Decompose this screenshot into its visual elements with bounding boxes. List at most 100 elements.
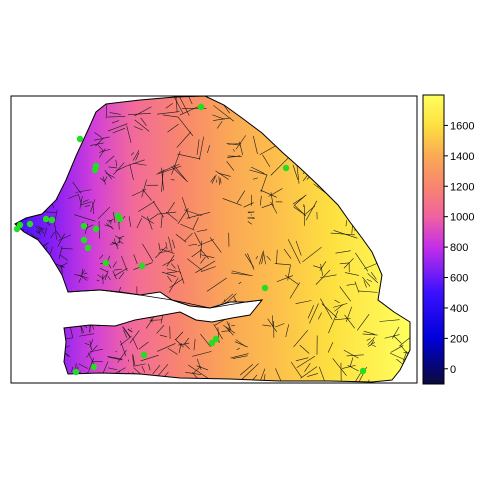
voronoi-edge: [260, 174, 268, 193]
voronoi-edge: [138, 201, 155, 212]
voronoi-edge: [234, 341, 249, 348]
voronoi-edge: [333, 303, 348, 308]
voronoi-edge: [177, 264, 185, 284]
voronoi-edge: [363, 280, 367, 288]
voronoi-edge: [207, 145, 211, 153]
voronoi-edge: [78, 333, 95, 337]
colorbar-tick-label: 1400: [450, 151, 474, 163]
voronoi-edge: [366, 379, 370, 382]
voronoi-edge: [162, 114, 179, 118]
voronoi-edge: [178, 342, 190, 346]
voronoi-edge: [261, 254, 264, 264]
voronoi-edge: [186, 212, 211, 219]
voronoi-edge: [285, 324, 290, 338]
voronoi-edge: [231, 270, 251, 276]
colorbar-tick-label: 1200: [450, 181, 474, 193]
voronoi-edge: [111, 120, 120, 124]
voronoi-edge: [78, 274, 89, 279]
voronoi-edge: [50, 246, 53, 254]
gambia-gap-outline: [67, 289, 263, 309]
voronoi-edge: [136, 217, 143, 229]
voronoi-edge: [293, 194, 307, 206]
voronoi-edge: [104, 176, 108, 181]
voronoi-edge: [35, 230, 40, 234]
voronoi-edge: [121, 255, 128, 272]
voronoi-edge: [218, 176, 220, 185]
voronoi-edge: [142, 188, 152, 201]
voronoi-edge: [300, 366, 318, 379]
voronoi-edge: [309, 303, 319, 324]
voronoi-edge: [313, 265, 322, 269]
voronoi-edge: [330, 232, 356, 236]
voronoi-edge: [192, 351, 212, 357]
voronoi-edge: [268, 188, 283, 197]
voronoi-edge: [59, 254, 69, 261]
voronoi-edge: [155, 247, 167, 259]
voronoi-edge: [275, 368, 285, 382]
voronoi-edge: [165, 103, 173, 109]
voronoi-edge: [108, 166, 118, 169]
voronoi-edge: [193, 365, 202, 374]
voronoi-edge: [108, 218, 114, 223]
voronoi-edge: [134, 119, 150, 132]
voronoi-edge: [345, 220, 348, 227]
colorbar-tick-label: 1000: [450, 212, 474, 224]
voronoi-edge: [252, 135, 258, 155]
voronoi-edge: [199, 248, 209, 260]
voronoi-edge: [236, 190, 246, 204]
voronoi-edge: [305, 200, 318, 221]
voronoi-edge: [110, 220, 112, 225]
voronoi-edge: [172, 239, 176, 249]
voronoi-edge: [152, 201, 164, 218]
voronoi-edge: [334, 304, 344, 312]
voronoi-edge: [184, 232, 193, 242]
voronoi-edge: [344, 272, 359, 276]
voronoi-edge: [212, 114, 225, 120]
station-point: [197, 103, 205, 111]
voronoi-edge: [363, 330, 375, 335]
voronoi-edge: [166, 271, 177, 274]
voronoi-edge: [292, 164, 299, 180]
voronoi-edge: [93, 136, 110, 141]
voronoi-edge: [156, 211, 177, 215]
voronoi-edge: [216, 121, 223, 129]
voronoi-edge: [141, 215, 154, 224]
voronoi-edge: [213, 105, 234, 122]
voronoi-edge: [195, 260, 216, 273]
voronoi-edge: [200, 333, 211, 347]
voronoi-edge: [133, 363, 146, 367]
voronoi-edge: [390, 345, 404, 353]
station-point: [212, 335, 220, 343]
voronoi-edge: [345, 306, 352, 322]
voronoi-edge: [89, 340, 92, 351]
voronoi-edge: [160, 214, 163, 228]
voronoi-edge: [180, 223, 195, 231]
station-point: [102, 259, 110, 267]
voronoi-edge: [43, 211, 57, 213]
voronoi-edge: [320, 298, 333, 320]
voronoi-edge: [235, 135, 246, 150]
voronoi-edge: [169, 278, 184, 288]
voronoi-edge: [95, 137, 104, 147]
voronoi-edge: [304, 363, 311, 372]
station-point: [91, 166, 99, 174]
voronoi-edge: [252, 177, 258, 180]
voronoi-edge: [148, 363, 151, 371]
voronoi-edge: [239, 364, 254, 376]
voronoi-edge: [346, 283, 357, 286]
voronoi-edge: [299, 344, 310, 354]
voronoi-edge: [128, 216, 132, 227]
voronoi-edge: [54, 263, 65, 268]
voronoi-edge: [200, 254, 215, 259]
station-point: [359, 367, 367, 375]
voronoi-edge: [196, 229, 208, 232]
voronoi-edge: [138, 341, 149, 350]
station-point: [72, 368, 80, 376]
voronoi-edge: [320, 274, 337, 279]
voronoi-edge: [107, 356, 123, 360]
voronoi-edge: [295, 240, 302, 256]
voronoi-edge: [295, 357, 309, 362]
voronoi-edge: [133, 126, 143, 131]
voronoi-edge: [122, 326, 131, 338]
station-point: [140, 351, 148, 359]
